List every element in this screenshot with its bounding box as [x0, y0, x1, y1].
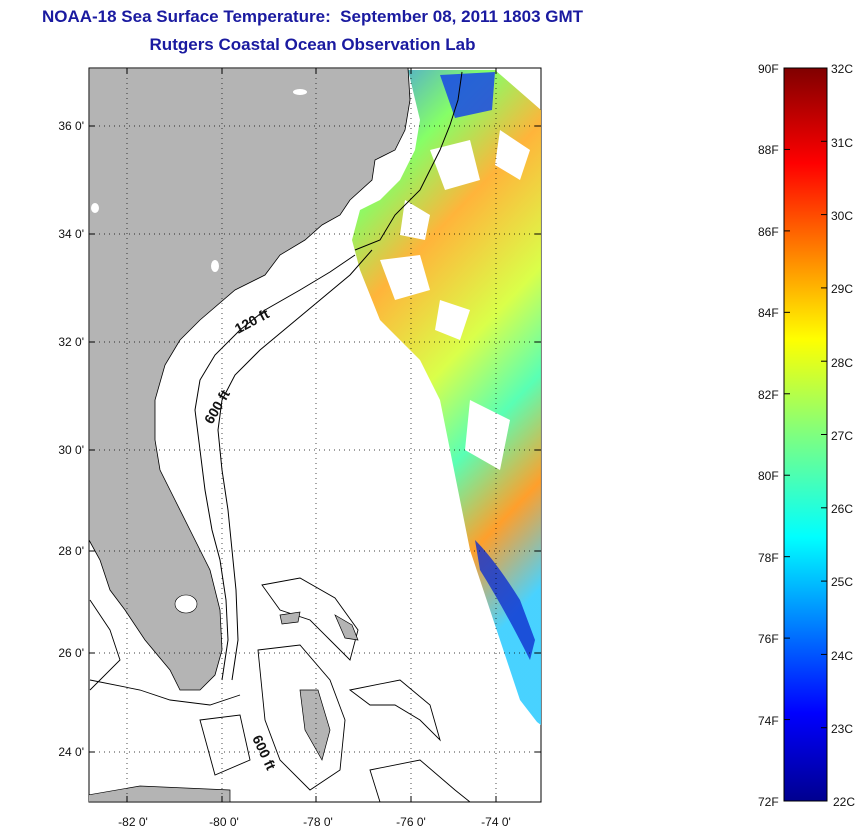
colorbar-label-f: 88F — [758, 143, 779, 157]
lat-label: 28 0' — [58, 544, 84, 558]
cloud-gap — [380, 255, 430, 300]
colorbar-label-f: 80F — [758, 469, 779, 483]
isobath-northern-shelf — [354, 71, 463, 251]
lat-label: 26 0' — [58, 646, 84, 660]
lon-label: -76 0' — [396, 815, 426, 829]
cloud-gap — [465, 400, 510, 470]
colorbar — [783, 67, 828, 802]
bahamas-bank-contour — [257, 644, 346, 791]
colorbar-label-f: 82F — [758, 388, 779, 402]
axis-ticks — [89, 68, 541, 802]
lat-label: 32 0' — [58, 335, 84, 349]
cuba-coast — [89, 785, 231, 802]
colorbar-label-c: 32C — [831, 62, 854, 76]
lat-label: 36 0' — [58, 119, 84, 133]
florida-shelf-contour — [89, 599, 121, 691]
lon-label: -78 0' — [303, 815, 333, 829]
isobath-600ft — [217, 249, 373, 681]
cloud-gap — [400, 200, 430, 240]
colorbar-label-f: 84F — [758, 306, 779, 320]
colorbar-ticks — [784, 67, 827, 802]
abaco-island — [334, 614, 359, 641]
colorbar-label-f: 86F — [758, 225, 779, 239]
colorbar-label-f: 78F — [758, 551, 779, 565]
lake — [211, 260, 219, 272]
grand-bahama-island — [279, 611, 301, 625]
colorbar-label-f: 72F — [758, 795, 779, 809]
cloud-gap — [430, 140, 480, 190]
cloud-gap — [435, 300, 470, 340]
cold-water-patch — [440, 72, 495, 118]
colorbar-label-f: 76F — [758, 632, 779, 646]
colorbar-label-c: 29C — [831, 282, 854, 296]
colorbar-label-c: 22C — [833, 795, 856, 809]
colorbar-label-c: 26C — [831, 502, 854, 516]
bahamas-bank-contour — [199, 714, 251, 776]
colorbar-label-c: 30C — [831, 209, 854, 223]
map-subtitle: Rutgers Coastal Ocean Observation Lab — [149, 35, 476, 54]
cold-filament — [475, 540, 535, 660]
lat-label: 24 0' — [58, 745, 84, 759]
cloud-gap — [495, 130, 530, 180]
lat-label: 30 0' — [58, 443, 84, 457]
lake — [91, 203, 99, 213]
colorbar-label-c: 25C — [831, 575, 854, 589]
colorbar-label-f: 90F — [758, 62, 779, 76]
bahamas-bank-contour — [348, 679, 441, 742]
bahamas-bank-contour — [369, 759, 471, 802]
lon-label: -80 0' — [209, 815, 239, 829]
lake — [293, 89, 307, 95]
us-mainland — [89, 68, 411, 691]
lake-okeechobee — [174, 594, 198, 614]
colorbar-label-c: 23C — [831, 722, 854, 736]
colorbar-label-c: 31C — [831, 136, 854, 150]
colorbar-label-f: 74F — [758, 714, 779, 728]
map-title: NOAA-18 Sea Surface Temperature: Septemb… — [41, 7, 584, 26]
lat-label: 34 0' — [58, 227, 84, 241]
florida-shelf-contour — [89, 679, 241, 706]
colorbar-label-c: 24C — [831, 649, 854, 663]
graticule — [89, 68, 541, 802]
colorbar-label-c: 28C — [831, 356, 854, 370]
colorbar-label-c: 27C — [831, 429, 854, 443]
lon-label: -74 0' — [481, 815, 511, 829]
andros-island — [299, 689, 331, 761]
isobath-120ft — [194, 254, 356, 681]
lon-label: -82 0' — [118, 815, 148, 829]
